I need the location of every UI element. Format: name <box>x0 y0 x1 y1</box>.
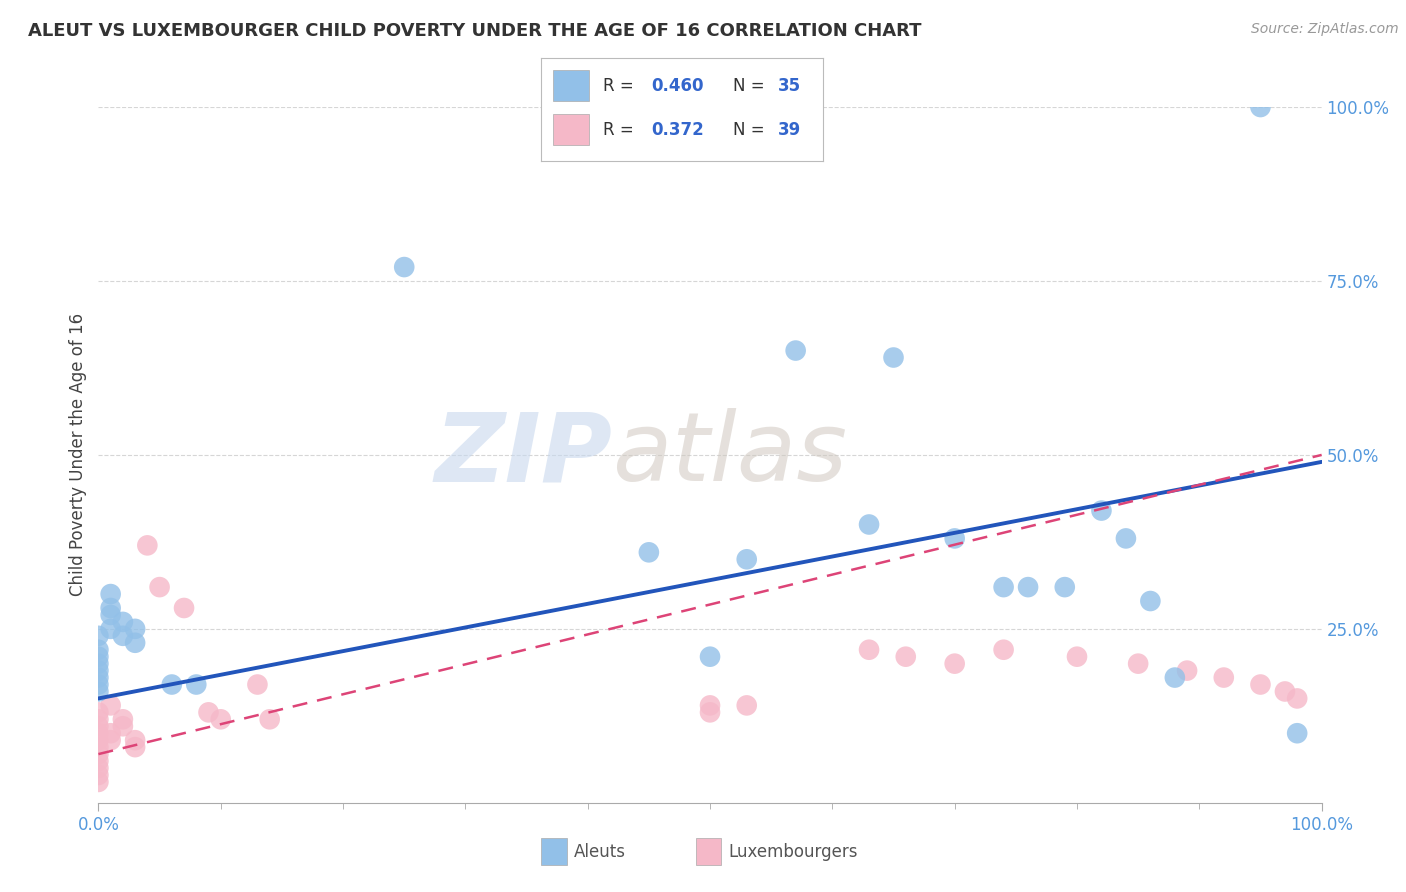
Text: Aleuts: Aleuts <box>574 843 626 861</box>
Point <box>136 538 159 552</box>
Point <box>699 706 721 720</box>
Point <box>993 580 1015 594</box>
Point <box>87 677 110 691</box>
Text: 39: 39 <box>778 120 801 139</box>
Point <box>735 698 758 713</box>
Point <box>87 740 110 755</box>
Text: R =: R = <box>603 77 640 95</box>
Point <box>87 684 110 698</box>
Point <box>111 719 134 733</box>
Point <box>883 351 905 365</box>
Point <box>735 552 758 566</box>
Point <box>1249 100 1271 114</box>
Text: N =: N = <box>733 120 769 139</box>
Point <box>124 636 146 650</box>
Point <box>637 545 661 559</box>
FancyBboxPatch shape <box>553 70 589 101</box>
Point <box>149 580 172 594</box>
Text: 0.372: 0.372 <box>651 120 704 139</box>
Point <box>87 671 110 685</box>
Point <box>943 657 966 671</box>
Text: 0.460: 0.460 <box>651 77 703 95</box>
Point <box>1128 657 1150 671</box>
Point <box>111 629 134 643</box>
Point <box>87 642 110 657</box>
Point <box>124 622 146 636</box>
Point <box>87 664 110 678</box>
Point <box>100 607 122 622</box>
Point <box>699 649 721 664</box>
Point <box>100 698 122 713</box>
Point <box>1090 503 1112 517</box>
Text: ALEUT VS LUXEMBOURGER CHILD POVERTY UNDER THE AGE OF 16 CORRELATION CHART: ALEUT VS LUXEMBOURGER CHILD POVERTY UNDE… <box>28 22 921 40</box>
Point <box>197 706 219 720</box>
Y-axis label: Child Poverty Under the Age of 16: Child Poverty Under the Age of 16 <box>69 313 87 597</box>
Point <box>785 343 807 358</box>
Point <box>209 712 232 726</box>
Point <box>100 726 122 740</box>
Point <box>259 712 281 726</box>
Point <box>124 733 146 747</box>
Point <box>1212 671 1234 685</box>
Point <box>1017 580 1039 594</box>
Point <box>87 657 110 671</box>
Point <box>87 761 110 775</box>
Point <box>858 642 880 657</box>
Text: atlas: atlas <box>612 409 848 501</box>
Text: ZIP: ZIP <box>434 409 612 501</box>
Point <box>87 726 110 740</box>
Point <box>160 677 183 691</box>
Point <box>1066 649 1088 664</box>
Point <box>87 775 110 789</box>
Text: R =: R = <box>603 120 640 139</box>
Point <box>1286 726 1309 740</box>
Point <box>100 587 122 601</box>
Point <box>100 601 122 615</box>
Point <box>87 747 110 761</box>
Point <box>943 532 966 546</box>
Point <box>124 740 146 755</box>
Point <box>699 698 721 713</box>
Text: 35: 35 <box>778 77 800 95</box>
Point <box>87 712 110 726</box>
Point <box>392 260 416 274</box>
Point <box>173 601 195 615</box>
Point <box>246 677 269 691</box>
Text: Luxembourgers: Luxembourgers <box>728 843 858 861</box>
Text: N =: N = <box>733 77 769 95</box>
Point <box>87 649 110 664</box>
Point <box>1274 684 1296 698</box>
Point <box>87 629 110 643</box>
FancyBboxPatch shape <box>553 114 589 145</box>
Point <box>1053 580 1076 594</box>
Point <box>111 615 134 629</box>
Point <box>87 706 110 720</box>
Point <box>87 733 110 747</box>
Point <box>87 768 110 782</box>
Point <box>111 712 134 726</box>
Point <box>894 649 917 664</box>
Point <box>87 754 110 768</box>
Point <box>1249 677 1271 691</box>
Point <box>1139 594 1161 608</box>
Point <box>100 733 122 747</box>
Point <box>1164 671 1187 685</box>
Point <box>993 642 1015 657</box>
Point <box>100 622 122 636</box>
Point <box>87 719 110 733</box>
Point <box>186 677 208 691</box>
Point <box>1115 532 1137 546</box>
Point <box>1175 664 1198 678</box>
Point <box>1286 691 1309 706</box>
Point <box>858 517 880 532</box>
Text: Source: ZipAtlas.com: Source: ZipAtlas.com <box>1251 22 1399 37</box>
